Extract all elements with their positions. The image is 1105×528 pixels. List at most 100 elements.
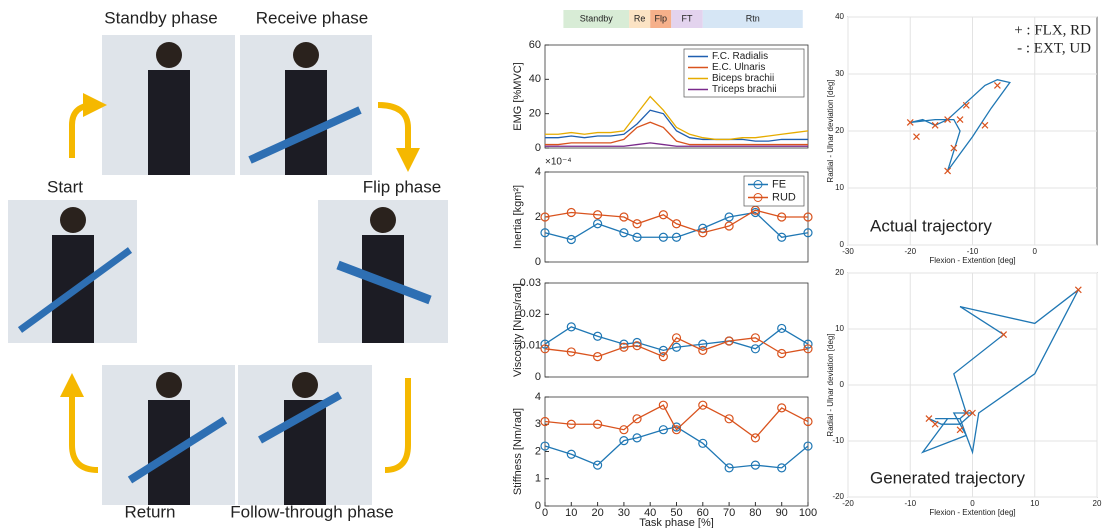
marker-cross bbox=[956, 426, 964, 434]
x-axis-label: Task phase [%] bbox=[639, 517, 714, 528]
point bbox=[619, 436, 629, 446]
marker-cross bbox=[962, 101, 970, 109]
y-tick-label: 10 bbox=[835, 324, 844, 333]
y-tick-label: -20 bbox=[832, 492, 844, 501]
y-tick-label: 0 bbox=[535, 371, 541, 383]
marker-cross bbox=[944, 167, 952, 175]
phase-band bbox=[650, 10, 672, 28]
series-line bbox=[545, 95, 809, 141]
point bbox=[619, 339, 629, 349]
y-tick-label: 0.02 bbox=[520, 308, 541, 320]
point bbox=[632, 341, 642, 351]
point bbox=[632, 337, 642, 348]
y-tick-label: 3 bbox=[535, 418, 541, 430]
marker-cross bbox=[993, 81, 1001, 89]
point bbox=[592, 331, 603, 341]
point bbox=[658, 425, 668, 435]
y-axis-label: Viscosity [Nms/rad] bbox=[512, 283, 524, 377]
x-tick-label: 50 bbox=[670, 507, 682, 519]
point bbox=[724, 414, 734, 424]
point bbox=[698, 339, 708, 349]
y-tick-label: 1 bbox=[535, 473, 541, 485]
y-tick-label: 20 bbox=[835, 126, 844, 135]
phase-label: FT bbox=[682, 13, 693, 23]
point bbox=[671, 333, 682, 343]
marker-cross bbox=[956, 116, 964, 124]
photo-label: Receive phase bbox=[256, 8, 368, 27]
point bbox=[592, 219, 603, 229]
y-axis-label: EMG [%MVC] bbox=[512, 62, 524, 130]
point bbox=[803, 228, 813, 238]
x-tick-label: 10 bbox=[1030, 499, 1039, 508]
point bbox=[724, 463, 734, 473]
y-tick-label: 40 bbox=[835, 12, 844, 21]
point bbox=[777, 323, 787, 334]
phase-band bbox=[629, 10, 651, 28]
phase-label: Re bbox=[634, 13, 646, 23]
arrow bbox=[69, 93, 107, 158]
x-tick-label: 100 bbox=[799, 507, 817, 519]
phase-band bbox=[671, 10, 703, 28]
point bbox=[698, 400, 708, 410]
point bbox=[777, 212, 787, 222]
point bbox=[619, 228, 629, 238]
photo-label: Start bbox=[47, 177, 83, 196]
arrow bbox=[377, 102, 420, 172]
x-tick-label: 10 bbox=[565, 507, 577, 519]
point bbox=[540, 344, 550, 354]
point bbox=[566, 449, 576, 459]
y-tick-label: 0 bbox=[840, 380, 845, 389]
series-line bbox=[545, 109, 808, 142]
photo-label: Flip phase bbox=[363, 177, 441, 196]
series-line bbox=[545, 121, 808, 146]
point bbox=[750, 433, 761, 443]
point bbox=[540, 228, 550, 238]
point bbox=[619, 425, 629, 435]
x-tick-label: -10 bbox=[904, 499, 916, 508]
photo bbox=[318, 200, 448, 343]
point bbox=[750, 344, 761, 354]
series-line bbox=[544, 211, 809, 241]
point bbox=[619, 342, 629, 352]
point bbox=[777, 348, 787, 359]
legend-box bbox=[743, 175, 805, 207]
point bbox=[566, 347, 576, 357]
legend-label: RUD bbox=[772, 191, 796, 203]
y-tick-label: 30 bbox=[835, 69, 844, 78]
point bbox=[750, 460, 761, 470]
x-tick-label: 90 bbox=[776, 507, 788, 519]
annotation: Actual trajectory bbox=[870, 216, 992, 235]
legend-label: F.C. Radialis bbox=[712, 51, 768, 62]
x-axis-label: Flexion - Extention [deg] bbox=[929, 256, 1015, 265]
plot-area bbox=[544, 396, 809, 507]
legend-swatch bbox=[753, 193, 763, 202]
point bbox=[777, 463, 787, 473]
series-line bbox=[910, 79, 1011, 172]
marker-cross bbox=[969, 409, 976, 417]
marker-cross bbox=[925, 415, 933, 423]
x-tick-label: 80 bbox=[749, 507, 761, 519]
point bbox=[777, 403, 787, 413]
point bbox=[592, 352, 603, 362]
legend-swatch bbox=[753, 180, 763, 189]
plot-area bbox=[544, 282, 809, 378]
x-tick-label: 0 bbox=[970, 499, 975, 508]
point bbox=[566, 207, 576, 218]
x-tick-label: -30 bbox=[842, 247, 854, 256]
y-tick-label: 0.03 bbox=[520, 277, 541, 289]
point bbox=[803, 339, 813, 349]
point bbox=[724, 212, 734, 222]
x-tick-label: 60 bbox=[697, 507, 709, 519]
marker-cross bbox=[1074, 286, 1082, 294]
point bbox=[724, 336, 734, 346]
point bbox=[566, 322, 576, 332]
point bbox=[698, 345, 708, 355]
point bbox=[632, 414, 642, 424]
y-tick-label: -10 bbox=[832, 436, 844, 445]
phase-label: Rtn bbox=[746, 13, 760, 23]
point bbox=[803, 344, 813, 354]
point bbox=[632, 232, 642, 242]
phase-band bbox=[563, 10, 630, 28]
